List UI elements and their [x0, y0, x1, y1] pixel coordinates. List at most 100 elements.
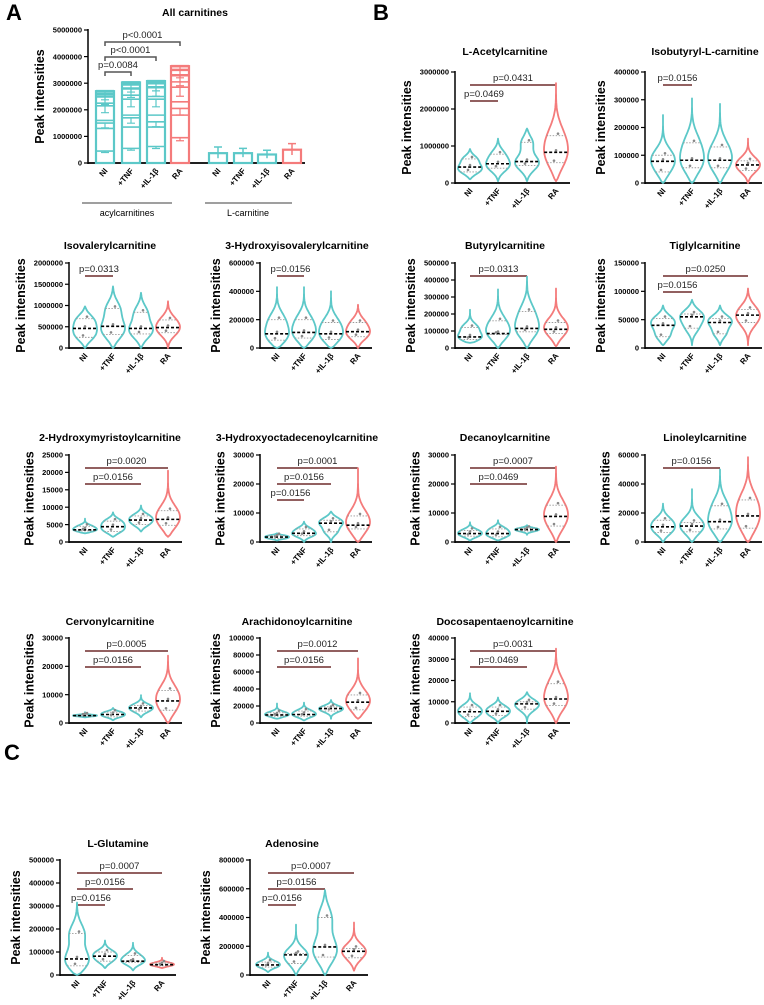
- data-point: [325, 914, 329, 917]
- y-tick-label: 20000: [42, 468, 63, 477]
- data-point: [470, 703, 474, 707]
- data-point: [494, 164, 498, 168]
- error-bar: [152, 121, 160, 128]
- data-point: [358, 512, 362, 516]
- y-tick-label: 25000: [42, 451, 63, 460]
- x-tick-label: RA: [152, 978, 166, 993]
- data-point: [164, 706, 168, 710]
- x-tick-label: +TNF: [677, 186, 697, 207]
- y-axis-label: Peak intensities: [9, 870, 23, 965]
- data-point: [75, 955, 79, 959]
- p-value-label: p=0.0469: [479, 472, 519, 483]
- data-point: [137, 330, 141, 334]
- data-point: [688, 528, 692, 532]
- chart-title: Decanoylcarnitine: [460, 432, 551, 444]
- data-point: [718, 518, 722, 521]
- chart-1: L-Acetylcarnitine 0 1000000 2000000 3000000 P…: [400, 46, 570, 211]
- data-point: [688, 164, 692, 168]
- data-point: [73, 962, 77, 966]
- p-value-label: p=0.0005: [107, 639, 147, 650]
- y-tick-label: 20000: [42, 662, 63, 671]
- y-tick-label: 40000: [233, 685, 254, 694]
- data-point: [131, 957, 135, 961]
- y-tick-label: 40000: [618, 480, 639, 489]
- significance-bracket: [104, 41, 181, 46]
- y-tick-label: 200000: [424, 310, 449, 319]
- data-point: [556, 680, 560, 683]
- x-tick-label: +TNF: [98, 726, 118, 747]
- y-tick-label: 100000: [614, 287, 639, 296]
- y-tick-label: 0: [635, 179, 639, 188]
- y-tick-label: 100000: [424, 327, 449, 336]
- x-tick-label: +IL-1β: [123, 351, 145, 375]
- panel-letter-b: B: [373, 0, 389, 25]
- p-value-label: p=0.0250: [686, 264, 726, 275]
- y-axis-label: Peak intensities: [594, 258, 608, 353]
- panel-letter-c: C: [4, 740, 20, 765]
- y-tick-label: 10000: [42, 690, 63, 699]
- data-point: [83, 325, 87, 328]
- error-bar: [152, 99, 160, 108]
- data-point: [275, 330, 279, 334]
- p-value-label: p=0.0156: [672, 456, 712, 467]
- p-value-label: p=0.0007: [291, 861, 331, 872]
- y-tick-label: 0: [445, 179, 449, 188]
- y-tick-label: 300000: [29, 902, 54, 911]
- data-point: [323, 943, 327, 947]
- p-value-label: p=0.0469: [464, 89, 504, 100]
- p-value-label: p=0.0156: [271, 264, 311, 275]
- p-value-label: p=0.0156: [284, 655, 324, 666]
- violin: [543, 82, 569, 183]
- x-tick-label: RA: [546, 351, 560, 366]
- data-point: [718, 319, 722, 322]
- chart-title: 2-Hydroxymyristoylcarnitine: [39, 432, 181, 444]
- x-tick-label: RA: [158, 726, 172, 741]
- y-tick-label: 1000000: [420, 142, 449, 151]
- data-point: [554, 148, 558, 152]
- data-point: [688, 324, 692, 328]
- data-point: [302, 530, 306, 533]
- p-value-label: p=0.0313: [79, 264, 119, 275]
- data-point: [470, 324, 474, 327]
- y-tick-label: 20000: [428, 480, 449, 489]
- y-tick-label: 0: [59, 538, 63, 547]
- x-tick-label: NI: [210, 167, 222, 179]
- x-tick-label: NI: [462, 727, 474, 739]
- violin: [345, 467, 371, 543]
- x-tick-label: +TNF: [289, 545, 309, 566]
- y-tick-label: 0: [78, 159, 82, 168]
- data-point: [720, 315, 724, 318]
- data-point: [105, 948, 109, 952]
- p-value-label: p=0.0469: [479, 655, 519, 666]
- data-point: [302, 711, 306, 714]
- data-point: [523, 705, 527, 709]
- data-point: [158, 962, 162, 966]
- data-point: [523, 527, 527, 531]
- data-point: [264, 963, 268, 967]
- data-point: [466, 713, 470, 716]
- y-tick-label: 300000: [614, 95, 639, 104]
- p-value-label: p=0.0031: [493, 639, 533, 650]
- data-point: [111, 523, 115, 526]
- x-tick-label: RA: [348, 726, 362, 741]
- x-tick-label: +TNF: [90, 978, 110, 999]
- violin: [485, 137, 511, 183]
- data-point: [746, 512, 750, 516]
- violin: [312, 889, 338, 976]
- p-value-label: p=0.0156: [658, 73, 698, 84]
- y-tick-label: 0: [250, 719, 254, 728]
- p-value-label: p=0.0313: [479, 264, 519, 275]
- data-point: [277, 532, 281, 535]
- data-point: [331, 516, 335, 520]
- data-point: [129, 959, 133, 962]
- data-point: [527, 698, 531, 702]
- x-tick-label: RA: [344, 978, 358, 993]
- data-point: [552, 330, 556, 333]
- data-point: [101, 957, 105, 961]
- y-tick-label: 0: [445, 719, 449, 728]
- data-point: [744, 319, 748, 322]
- violin: [514, 275, 540, 349]
- y-tick-label: 0: [50, 971, 54, 980]
- p-value-label: p=0.0012: [298, 639, 338, 650]
- data-point: [133, 952, 137, 955]
